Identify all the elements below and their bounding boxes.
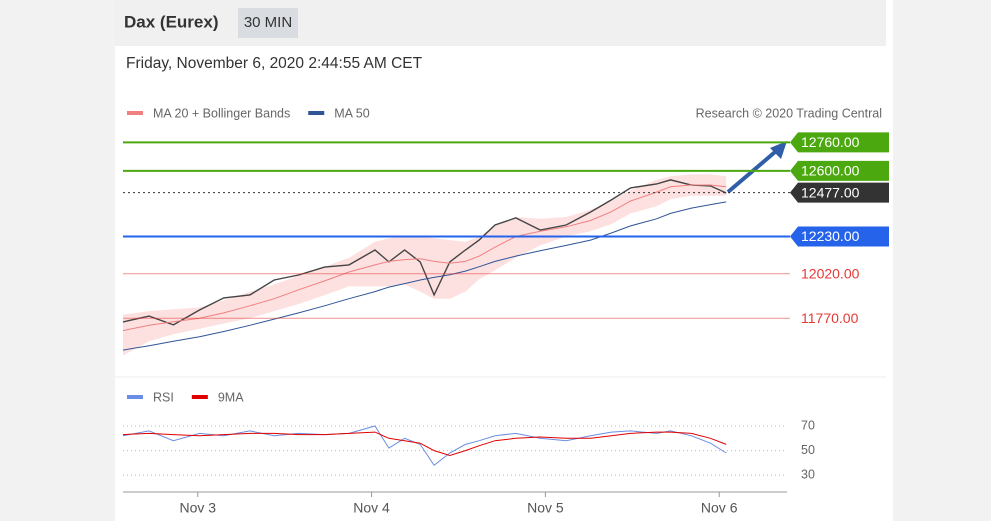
x-tick-label: Nov 5 — [527, 500, 564, 516]
arrow-shaft — [726, 150, 777, 194]
title: Dax (Eurex) — [124, 12, 218, 31]
legend-label: MA 20 + Bollinger Bands — [153, 106, 290, 120]
legend-label: RSI — [153, 390, 174, 404]
x-tick-label: Nov 6 — [701, 500, 738, 516]
level-box — [790, 182, 889, 203]
interval-label: 30 MIN — [244, 14, 292, 31]
price-line — [122, 179, 727, 326]
level-label: 12020.00 — [801, 266, 860, 282]
y-tick-label: 30 — [801, 467, 815, 481]
header-bar — [115, 0, 886, 46]
series-line — [122, 201, 727, 351]
timestamp: Friday, November 6, 2020 2:44:55 AM CET — [126, 55, 423, 72]
source: Research © 2020 Trading Central — [696, 106, 882, 120]
y-tick-label: 50 — [801, 443, 815, 457]
legend-label: 9MA — [218, 390, 244, 404]
legend-swatch — [127, 111, 143, 115]
level-label: 12477.00 — [801, 184, 860, 200]
level-label: 11770.00 — [801, 310, 859, 326]
x-tick-label: Nov 3 — [179, 500, 216, 516]
y-tick-label: 70 — [801, 418, 815, 432]
series-line — [122, 431, 727, 457]
legend-swatch — [308, 111, 325, 115]
level-label: 12600.00 — [801, 163, 860, 179]
level-box — [790, 132, 889, 153]
level-box — [790, 226, 889, 247]
level-box — [790, 160, 889, 181]
level-label: 12760.00 — [801, 134, 860, 150]
series-line — [122, 184, 727, 332]
x-tick-label: Nov 4 — [353, 500, 390, 516]
legend-swatch — [127, 395, 143, 399]
legend-swatch — [191, 395, 208, 399]
legend-label: MA 50 — [334, 106, 369, 120]
arrow-head — [770, 141, 787, 159]
series-line — [122, 425, 727, 467]
level-label: 12230.00 — [801, 228, 860, 244]
interval-button[interactable] — [238, 8, 298, 38]
